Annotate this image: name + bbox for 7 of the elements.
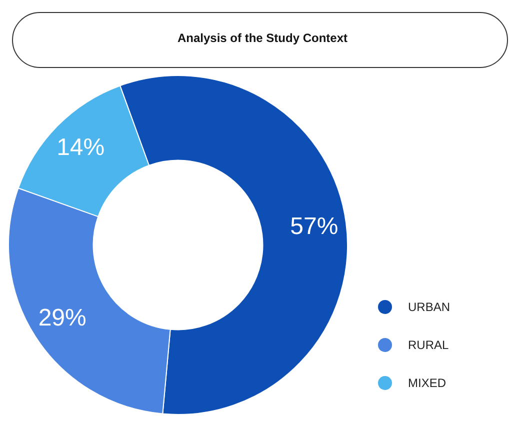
data-label: 14% xyxy=(56,134,105,161)
data-label: 57% xyxy=(290,212,338,240)
legend-label: MIXED xyxy=(408,376,446,390)
legend-label: URBAN xyxy=(408,300,450,314)
data-label: 29% xyxy=(38,304,86,332)
legend-label: RURAL xyxy=(408,338,449,352)
chart-title: Analysis of the Study Context xyxy=(176,31,349,45)
